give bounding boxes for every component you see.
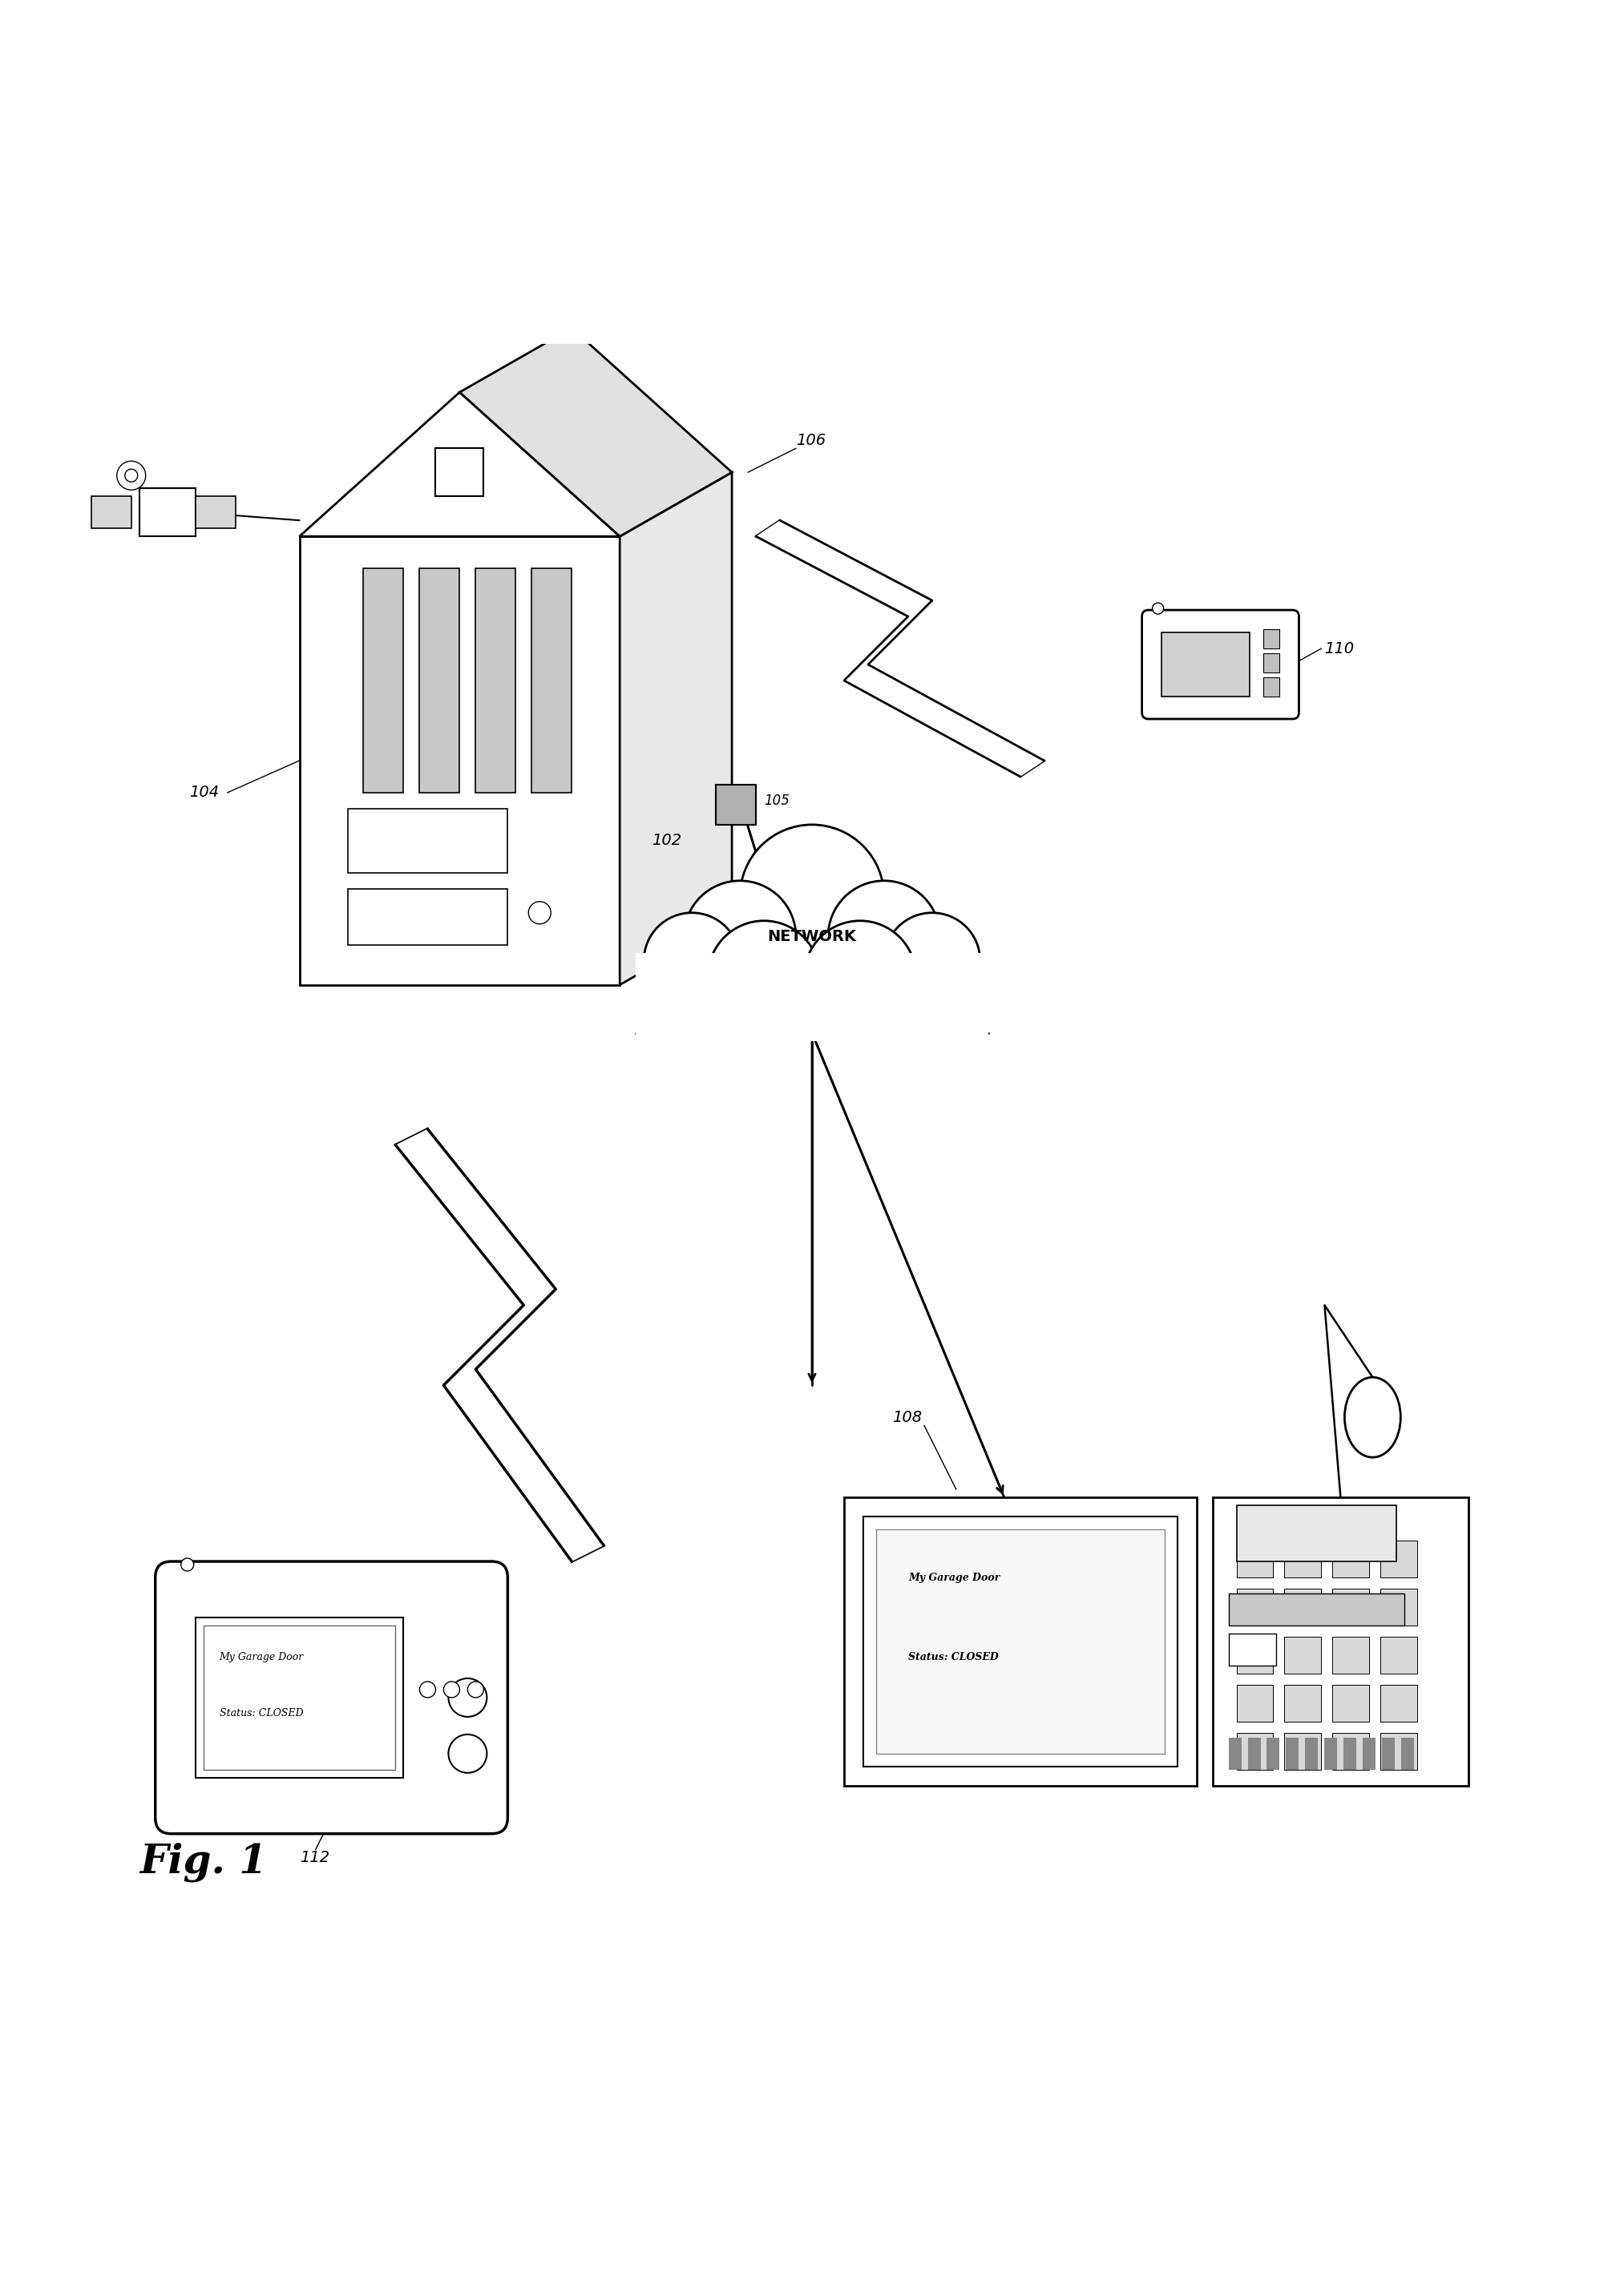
- Bar: [1343, 1738, 1356, 1770]
- Bar: [1286, 1738, 1299, 1770]
- Text: 104: 104: [190, 785, 219, 799]
- Bar: [716, 785, 755, 824]
- Bar: [1402, 1738, 1415, 1770]
- Circle shape: [684, 882, 796, 994]
- Bar: [1380, 1541, 1418, 1578]
- Bar: [864, 1516, 1177, 1766]
- Bar: [1325, 1738, 1338, 1770]
- Bar: [1228, 1738, 1241, 1770]
- Text: 102: 102: [651, 834, 682, 847]
- Bar: [1263, 653, 1280, 673]
- Text: 105: 105: [763, 792, 789, 808]
- Polygon shape: [460, 327, 732, 536]
- Circle shape: [741, 824, 883, 969]
- Bar: [1306, 1738, 1319, 1770]
- Circle shape: [448, 1734, 487, 1772]
- Bar: [1228, 1594, 1405, 1626]
- Polygon shape: [299, 392, 620, 536]
- Bar: [1380, 1734, 1418, 1770]
- Circle shape: [468, 1681, 484, 1697]
- Text: 110: 110: [1325, 641, 1354, 657]
- Bar: [1247, 1738, 1260, 1770]
- Bar: [1285, 1734, 1322, 1770]
- Polygon shape: [396, 1129, 604, 1562]
- Bar: [1380, 1589, 1418, 1626]
- Bar: [1263, 678, 1280, 696]
- Circle shape: [883, 914, 981, 1010]
- Bar: [1333, 1637, 1369, 1674]
- Text: Fig. 1: Fig. 1: [140, 1841, 266, 1882]
- Circle shape: [419, 1681, 435, 1697]
- Circle shape: [443, 1681, 460, 1697]
- Bar: [476, 568, 516, 792]
- Bar: [195, 497, 235, 529]
- Polygon shape: [755, 520, 1044, 776]
- Bar: [1267, 1738, 1280, 1770]
- Bar: [1380, 1637, 1418, 1674]
- Ellipse shape: [1345, 1376, 1400, 1456]
- Bar: [1236, 1505, 1397, 1562]
- Circle shape: [708, 921, 820, 1033]
- Bar: [1236, 1637, 1273, 1674]
- Bar: [1263, 630, 1280, 648]
- Bar: [195, 1617, 403, 1777]
- Bar: [1236, 1589, 1273, 1626]
- Bar: [1333, 1685, 1369, 1722]
- Bar: [1380, 1685, 1418, 1722]
- Bar: [348, 808, 508, 872]
- Bar: [1213, 1498, 1468, 1786]
- Bar: [1236, 1541, 1273, 1578]
- Bar: [875, 1530, 1164, 1754]
- Bar: [1161, 632, 1249, 696]
- Bar: [1236, 1685, 1273, 1722]
- Bar: [364, 568, 403, 792]
- Bar: [1285, 1589, 1322, 1626]
- Circle shape: [804, 921, 916, 1033]
- Text: Status: CLOSED: Status: CLOSED: [908, 1653, 999, 1663]
- Bar: [348, 889, 508, 946]
- Bar: [1333, 1589, 1369, 1626]
- Text: My Garage Door: My Garage Door: [219, 1653, 304, 1663]
- Circle shape: [448, 1679, 487, 1718]
- Bar: [91, 497, 132, 529]
- Bar: [140, 488, 195, 536]
- Circle shape: [1153, 602, 1163, 614]
- Bar: [531, 568, 572, 792]
- Bar: [1236, 1734, 1273, 1770]
- Bar: [1285, 1541, 1322, 1578]
- Bar: [419, 568, 460, 792]
- Bar: [435, 449, 484, 497]
- Bar: [203, 1626, 396, 1770]
- Bar: [844, 1498, 1197, 1786]
- Circle shape: [643, 914, 741, 1010]
- Bar: [1333, 1541, 1369, 1578]
- Bar: [1228, 1633, 1276, 1665]
- Bar: [1382, 1738, 1395, 1770]
- Circle shape: [528, 902, 551, 923]
- Circle shape: [828, 882, 940, 994]
- Bar: [1363, 1738, 1376, 1770]
- Text: 112: 112: [299, 1850, 330, 1866]
- Text: 108: 108: [892, 1411, 922, 1424]
- Bar: [1285, 1637, 1322, 1674]
- Polygon shape: [620, 472, 732, 985]
- FancyBboxPatch shape: [1142, 609, 1299, 719]
- Text: 106: 106: [796, 433, 825, 449]
- Bar: [299, 536, 620, 985]
- Circle shape: [180, 1557, 193, 1571]
- FancyBboxPatch shape: [156, 1562, 508, 1834]
- Bar: [1333, 1734, 1369, 1770]
- Bar: [637, 953, 987, 1042]
- Bar: [1285, 1685, 1322, 1722]
- Text: Status: CLOSED: Status: CLOSED: [219, 1708, 304, 1720]
- Text: NETWORK: NETWORK: [768, 930, 856, 943]
- Text: My Garage Door: My Garage Door: [908, 1573, 1000, 1582]
